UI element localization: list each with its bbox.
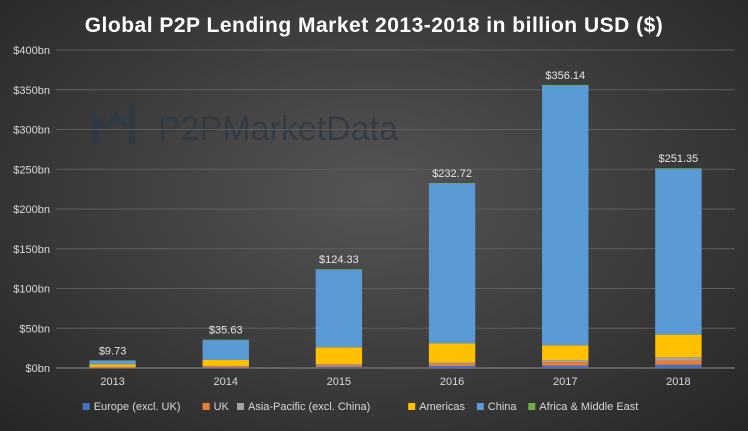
bars: [89, 84, 702, 368]
x-tick-label: 2018: [666, 376, 690, 388]
bar-segment: [315, 364, 363, 365]
bar-segment: [542, 85, 589, 346]
total-label: $232.72: [432, 168, 472, 180]
bar-segment: [655, 360, 702, 365]
legend-swatch: [408, 403, 416, 410]
total-label: $251.35: [659, 153, 699, 165]
bar-segment: [89, 364, 136, 367]
legend-swatch: [202, 403, 210, 410]
bar-segment: [89, 360, 136, 365]
y-tick-label: $50bn: [19, 323, 50, 335]
bar-segment: [655, 168, 702, 169]
x-tick-label: 2015: [327, 376, 351, 388]
y-tick-label: $200bn: [13, 204, 50, 216]
y-tick-label: $400bn: [13, 45, 50, 57]
bar-segment: [428, 343, 476, 363]
legend-label: Asia-Pacific (excl. China): [248, 401, 370, 413]
bar-segment: [89, 366, 136, 368]
bar-segment: [428, 366, 476, 368]
legend-swatch: [476, 403, 484, 410]
gridlines: [56, 49, 735, 369]
bar-segment: [655, 364, 702, 368]
watermark: P2PMarketData: [89, 102, 398, 148]
y-axis-ticks: $0bn $50bn $100bn $150bn $200bn $250bn $300bn $…: [13, 45, 50, 375]
legend-swatch: [528, 403, 536, 410]
legend-swatch: [82, 403, 90, 410]
legend-label: Americas: [419, 401, 465, 413]
bar-segment: [428, 182, 476, 184]
watermark-logo-icon: [89, 102, 136, 144]
bar-segment: [315, 347, 363, 365]
legend-label: China: [488, 401, 518, 413]
legend-label: UK: [214, 401, 230, 413]
total-label: $356.14: [545, 70, 585, 82]
x-tick-label: 2013: [100, 376, 124, 388]
y-tick-label: $150bn: [13, 244, 50, 256]
bar-segment: [542, 360, 589, 363]
y-tick-label: $250bn: [13, 164, 50, 176]
bar-segment: [202, 340, 249, 360]
legend-label: Africa & Middle East: [539, 401, 638, 413]
bar-segment: [428, 362, 476, 364]
total-label: $124.33: [319, 254, 359, 266]
bar-segment: [542, 362, 589, 366]
bar-segment: [202, 359, 249, 366]
bar-segment: [428, 363, 476, 367]
bar-segment: [428, 183, 476, 344]
legend: Europe (excl. UK) UK Asia-Pacific (excl. C…: [82, 401, 638, 413]
bar-segment: [542, 84, 589, 86]
y-tick-label: $300bn: [13, 125, 50, 137]
bar-segment: [655, 168, 702, 335]
bar-segment: [315, 366, 363, 368]
y-tick-label: $0bn: [26, 363, 50, 375]
x-tick-label: 2017: [553, 376, 577, 388]
bar-segment: [542, 345, 589, 361]
x-tick-label: 2014: [214, 376, 238, 388]
x-tick-label: 2016: [440, 376, 464, 388]
total-label: $35.63: [209, 325, 243, 337]
bar-segment: [315, 364, 363, 367]
bar-segment: [655, 334, 702, 358]
bar-segment: [202, 366, 249, 368]
total-label: $9.73: [99, 345, 127, 357]
bar-segment: [202, 339, 249, 341]
legend-label: Europe (excl. UK): [94, 401, 181, 413]
bar-segment: [315, 269, 363, 348]
legend-swatch: [237, 403, 244, 410]
chart-title: Global P2P Lending Market 2013-2018 in b…: [85, 14, 664, 37]
total-labels: $9.73 $35.63 $124.33 $232.72 $356.14 $251.35: [99, 70, 698, 357]
x-axis-ticks: 2013 2014 2015 2016 2017 2018: [100, 376, 690, 388]
bar-segment: [315, 269, 363, 270]
bar-segment: [542, 365, 589, 368]
bar-segment: [655, 357, 702, 361]
y-tick-label: $100bn: [13, 284, 50, 296]
y-tick-label: $350bn: [13, 85, 50, 97]
